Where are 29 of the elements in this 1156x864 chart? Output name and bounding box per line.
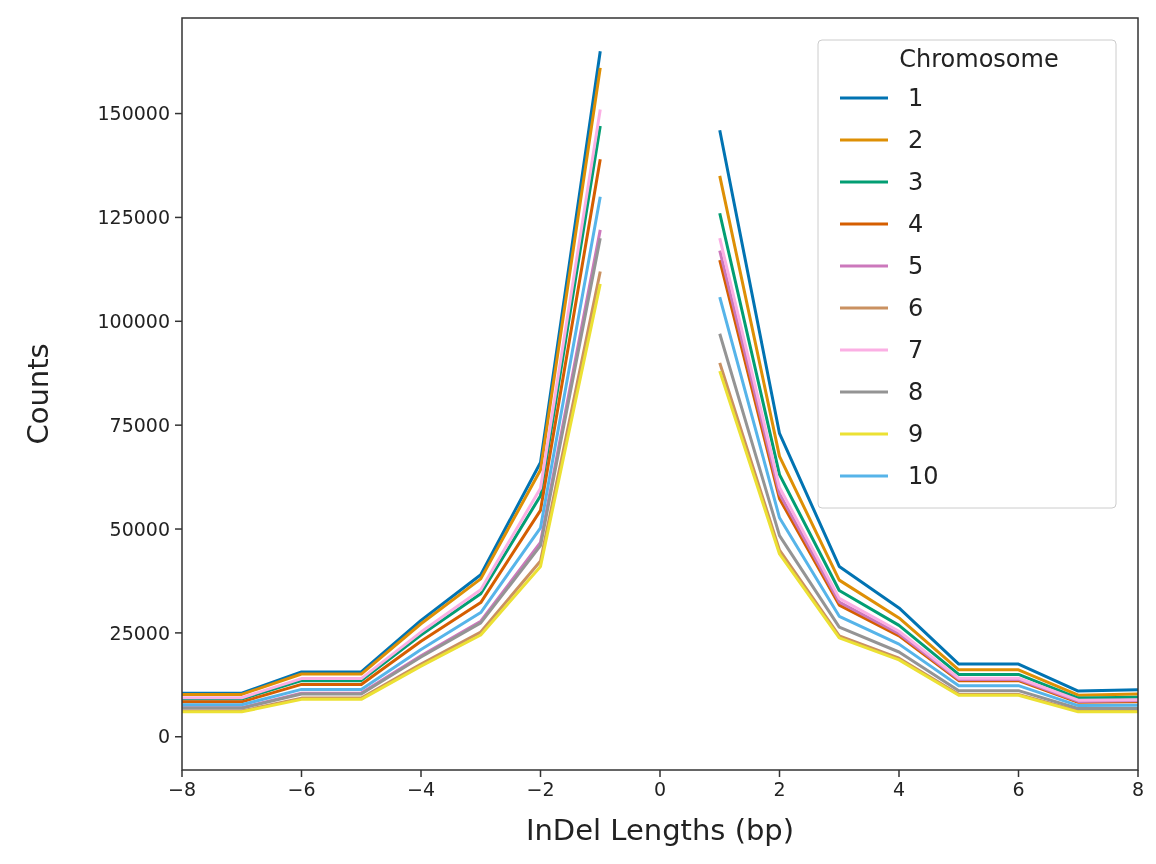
x-tick-label: −2: [526, 778, 555, 800]
legend-label: 7: [908, 336, 924, 365]
x-axis-title: InDel Lengths (bp): [525, 813, 795, 847]
legend-label: 10: [908, 462, 939, 491]
legend-label: 5: [908, 252, 924, 281]
y-tick-label: 25000: [109, 621, 170, 644]
y-tick-label: 75000: [109, 413, 170, 436]
y-tick-label: 125000: [97, 206, 170, 229]
x-tick-label: 0: [653, 778, 667, 800]
legend-label: 8: [908, 378, 924, 407]
y-tick-label: 50000: [109, 517, 170, 540]
legend-label: 2: [908, 126, 924, 155]
legend-title: Chromosome: [899, 45, 1059, 73]
legend-label: 1: [908, 84, 924, 113]
legend-label: 4: [908, 210, 924, 239]
legend-label: 6: [908, 294, 924, 323]
x-tick-label: 6: [1012, 778, 1025, 800]
x-tick-label: 4: [892, 778, 906, 800]
y-tick-label: 0: [157, 725, 170, 748]
y-tick-label: 150000: [97, 102, 170, 125]
x-tick-label: −8: [167, 778, 197, 800]
y-axis-title: Counts: [21, 343, 55, 445]
x-tick-label: −6: [287, 778, 316, 800]
legend-label: 9: [908, 420, 924, 449]
x-tick-label: 8: [1131, 778, 1145, 800]
y-tick-label: 100000: [97, 309, 170, 332]
legend-label: 3: [908, 168, 924, 197]
x-tick-label: −4: [406, 778, 436, 800]
x-tick-label: 2: [773, 778, 786, 800]
